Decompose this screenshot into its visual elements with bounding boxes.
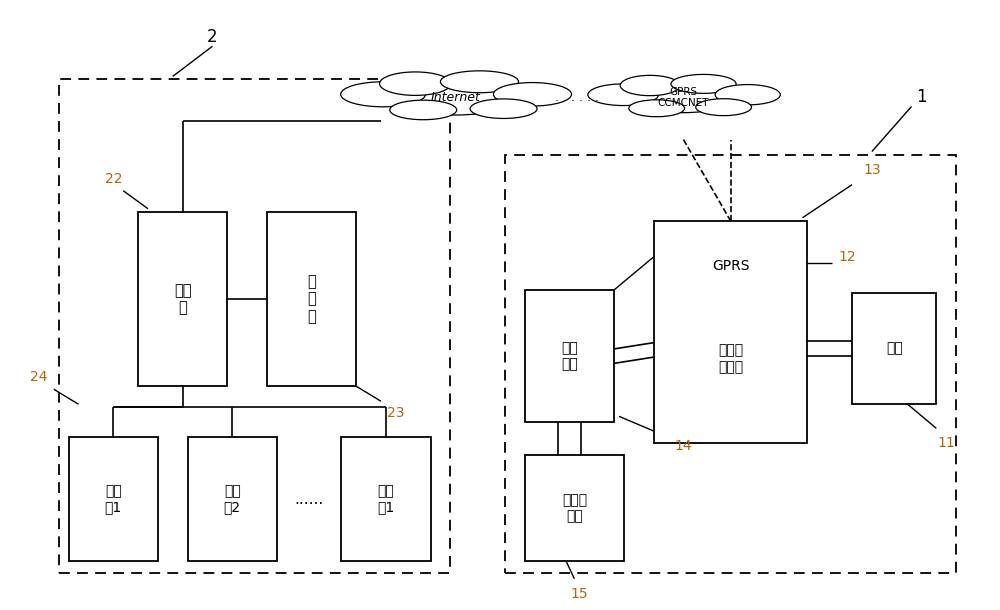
Text: 24: 24 — [30, 370, 48, 384]
Text: 控制
装置: 控制 装置 — [561, 341, 578, 371]
Bar — [138, 212, 227, 386]
Bar — [341, 437, 431, 561]
Bar — [188, 437, 277, 561]
Text: 14: 14 — [675, 439, 692, 453]
Text: 13: 13 — [863, 163, 881, 177]
Text: 22: 22 — [105, 171, 122, 185]
Text: GPRS
CCMCNET: GPRS CCMCNET — [658, 87, 709, 108]
Text: 水表: 水表 — [886, 342, 903, 356]
Text: 数
据
库: 数 据 库 — [307, 274, 316, 324]
Text: . . . . . .: . . . . . . — [555, 91, 599, 104]
Text: 2: 2 — [207, 28, 218, 46]
Bar — [525, 456, 624, 561]
Text: ......: ...... — [294, 492, 324, 506]
Text: 数据采
集装置: 数据采 集装置 — [718, 343, 743, 374]
Bar — [267, 212, 356, 386]
Text: 管理
端2: 管理 端2 — [224, 484, 241, 514]
Text: 15: 15 — [571, 587, 588, 601]
Text: 1: 1 — [916, 88, 927, 106]
Text: 电气控
制阀: 电气控 制阀 — [562, 493, 587, 523]
Text: 12: 12 — [838, 250, 856, 264]
Text: Internet: Internet — [430, 91, 480, 104]
Bar — [59, 79, 450, 573]
Text: GPRS: GPRS — [712, 259, 749, 273]
Bar — [525, 290, 614, 422]
Text: 23: 23 — [387, 406, 405, 420]
Text: 管理
端1: 管理 端1 — [105, 484, 122, 514]
Bar — [654, 221, 807, 443]
Bar — [505, 154, 956, 573]
Bar — [852, 293, 936, 404]
Text: 管理
端1: 管理 端1 — [377, 484, 395, 514]
Bar — [69, 437, 158, 561]
Text: 11: 11 — [937, 436, 955, 450]
Text: 服务
器: 服务 器 — [174, 283, 191, 315]
